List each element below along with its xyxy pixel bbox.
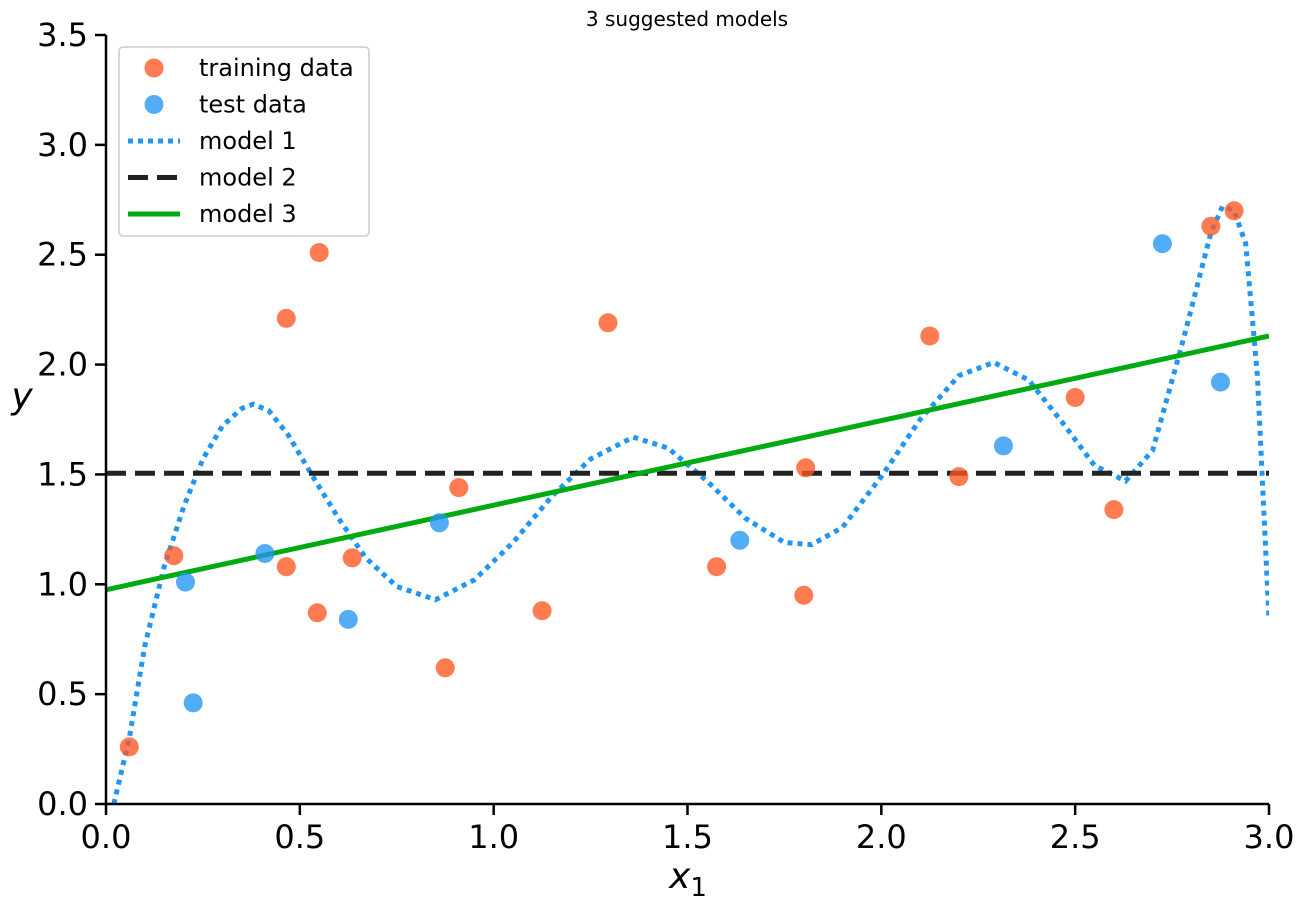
legend: training data test data model 1 model 2 mode… (118, 46, 370, 237)
x-axis-title-main: x (668, 856, 691, 897)
legend-swatch (144, 95, 164, 114)
legend-item-model-1: model 1 (128, 127, 297, 155)
point-training-data (1201, 216, 1221, 236)
point-training-data (598, 313, 618, 333)
legend-item-training-data: training data (144, 54, 354, 82)
point-training-data (949, 467, 969, 487)
point-test-data (338, 609, 358, 629)
legend-label: model 1 (199, 127, 297, 155)
point-training-data (276, 557, 296, 577)
point-training-data (119, 737, 139, 757)
legend-label: model 2 (199, 164, 297, 192)
point-training-data (794, 585, 814, 605)
y-tick-label: 1.5 (37, 455, 88, 493)
point-training-data (707, 557, 727, 577)
x-tick-label: 2.0 (856, 818, 907, 856)
point-test-data (255, 544, 275, 563)
point-training-data (449, 478, 469, 498)
point-training-data (796, 458, 816, 478)
point-test-data (730, 530, 750, 550)
point-training-data (1224, 201, 1244, 221)
x-tick-label: 3.0 (1244, 818, 1295, 856)
series-line-model-3 (106, 333, 1269, 593)
y-tick-label: 2.0 (37, 346, 88, 384)
y-tick-label: 0.0 (37, 785, 88, 823)
x-axis-title-subscript: 1 (690, 873, 707, 903)
y-ticks: 0.0 0.5 1.0 1.5 2.0 2.5 3.0 3.5 (37, 16, 106, 823)
legend-frame (118, 46, 370, 237)
y-axis-title: y (10, 376, 33, 417)
point-training-data (435, 658, 455, 678)
legend-label: test data (199, 91, 307, 119)
plot-area (106, 201, 1269, 805)
y-tick-label: 3.5 (37, 16, 88, 54)
legend-label: model 3 (199, 200, 297, 228)
x-axis-title: x1 (668, 856, 707, 903)
point-test-data (1211, 372, 1230, 392)
point-training-data (1104, 500, 1124, 520)
point-training-data (164, 546, 184, 566)
legend-item-test-data: test data (144, 91, 307, 119)
x-tick-label: 1.5 (662, 818, 713, 856)
point-training-data (920, 326, 940, 346)
legend-label: training data (199, 54, 354, 82)
x-ticks: 0.0 0.5 1.0 1.5 2.0 2.5 3.0 (81, 804, 1295, 856)
point-training-data (276, 308, 296, 328)
point-test-data (993, 436, 1013, 456)
point-test-data (176, 572, 195, 592)
y-tick-label: 2.5 (37, 236, 88, 274)
legend-swatch (144, 58, 164, 78)
x-tick-label: 0.5 (274, 818, 325, 856)
y-tick-label: 1.0 (37, 565, 88, 603)
legend-item-model-2: model 2 (128, 164, 297, 192)
legend-item-model-3: model 3 (128, 200, 297, 228)
point-training-data (1065, 388, 1085, 407)
y-tick-label: 3.0 (37, 126, 88, 164)
point-test-data (183, 693, 203, 713)
x-tick-label: 0.0 (81, 818, 132, 856)
point-training-data (342, 548, 362, 568)
point-test-data (1152, 234, 1172, 254)
series-line-model-1 (111, 203, 1269, 805)
x-tick-label: 2.5 (1050, 818, 1101, 856)
point-training-data (309, 243, 329, 262)
x-tick-label: 1.0 (468, 818, 519, 856)
chart-title: 3 suggested models (586, 7, 788, 31)
point-training-data (532, 601, 552, 621)
y-tick-label: 0.5 (37, 675, 88, 713)
point-training-data (307, 603, 327, 623)
point-test-data (429, 513, 449, 533)
